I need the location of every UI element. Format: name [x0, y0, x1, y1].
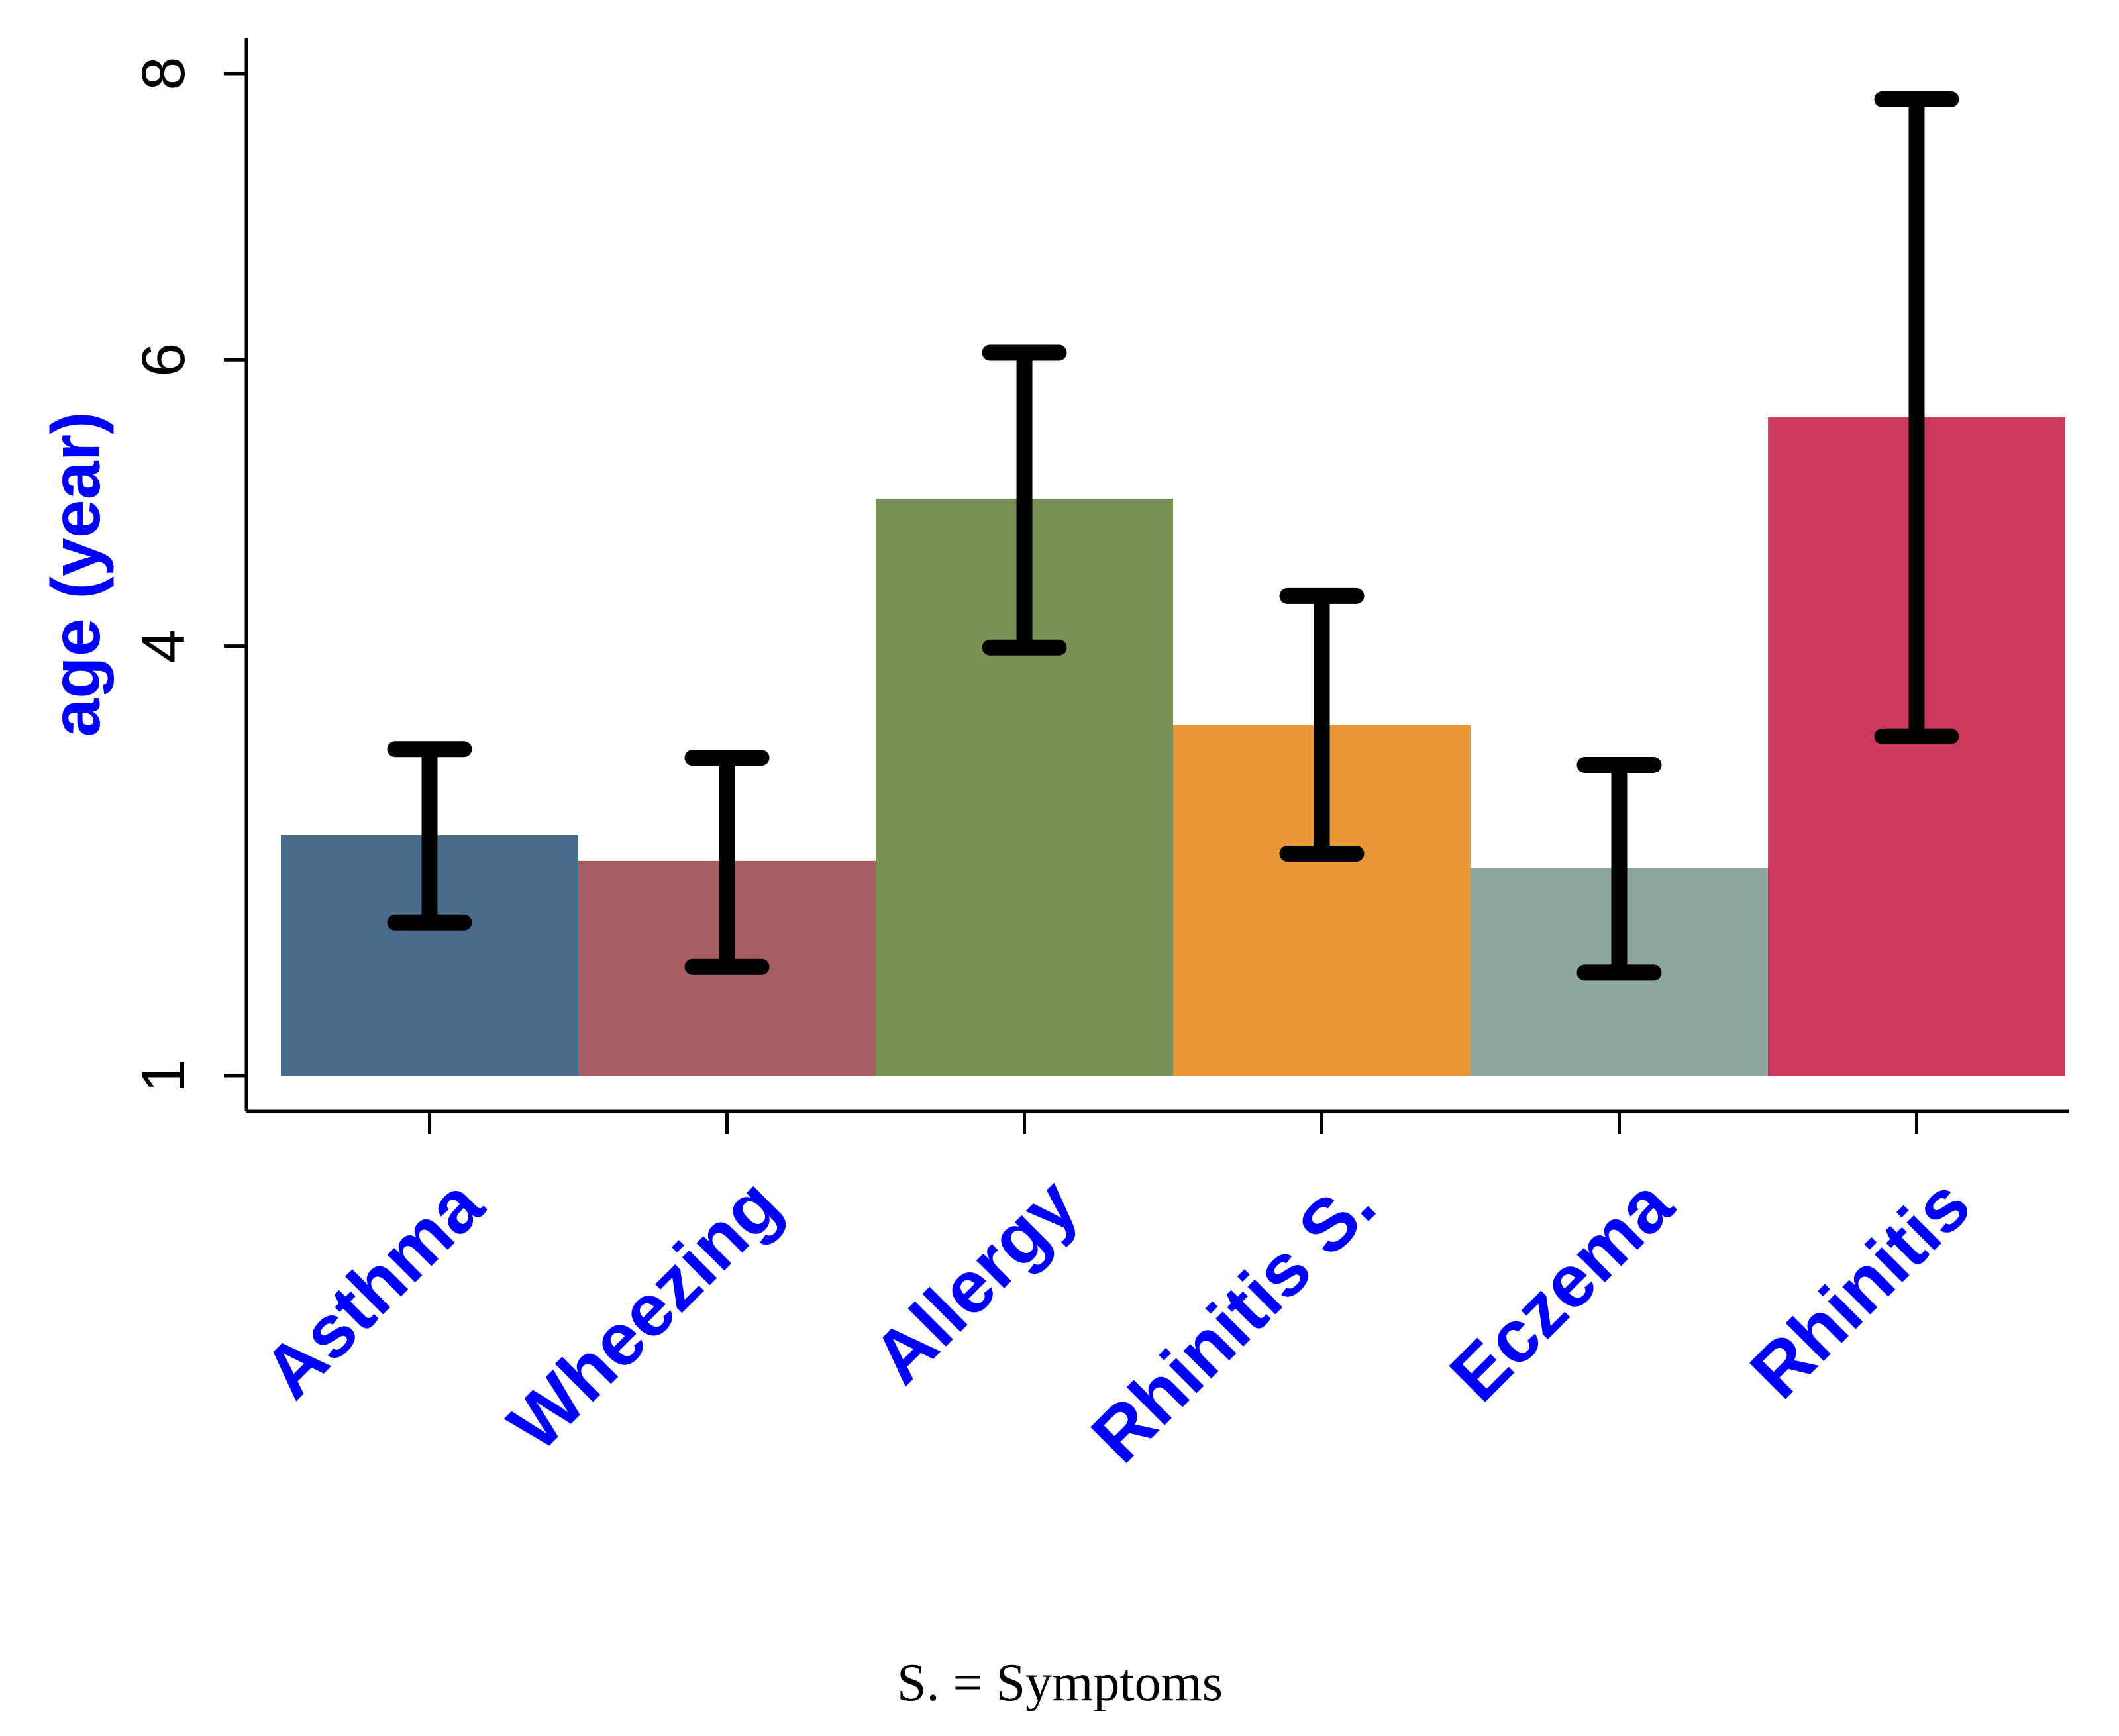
y-tick-label-6: 6: [130, 343, 197, 377]
error-bars-group: [387, 91, 1959, 981]
bars-group: [281, 417, 2065, 1076]
y-tick-label-4: 4: [130, 629, 197, 663]
x-tick-label-rhinitis-s: Rhinitis S.: [1076, 1163, 1391, 1478]
footnote: S. = Symptoms: [897, 1654, 1223, 1712]
y-axis-title: age (year): [38, 411, 115, 737]
x-tick-label-rhinitis: Rhinitis: [1735, 1163, 1986, 1414]
x-tick-label-wheezing: Wheezing: [493, 1163, 796, 1466]
x-tick-label-asthma: Asthma: [248, 1162, 499, 1413]
x-tick-label-allergy: Allergy: [857, 1163, 1094, 1400]
axes-group: [224, 38, 2069, 1134]
y-tick-label-8: 8: [130, 56, 197, 90]
x-tick-label-eczema: Eczema: [1434, 1162, 1688, 1417]
y-tick-label-1: 1: [130, 1058, 197, 1092]
